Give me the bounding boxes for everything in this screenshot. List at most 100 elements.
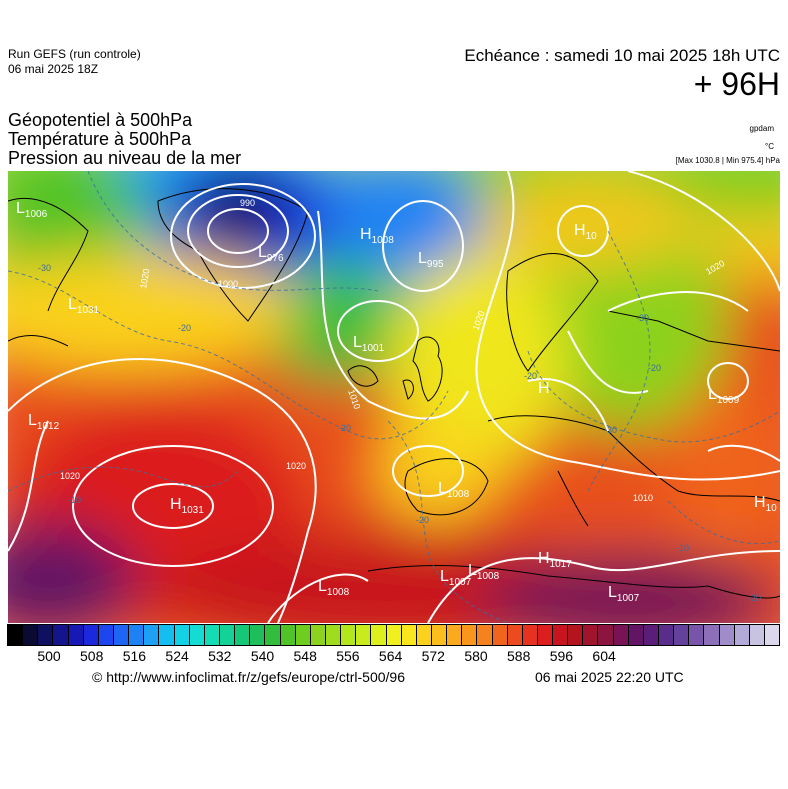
colorbar-cell (568, 625, 584, 645)
colorbar-cell (765, 625, 780, 645)
pressure-label: H (538, 380, 550, 397)
run-date: 06 mai 2025 18Z (8, 62, 99, 76)
pressure-centers: L1006 L976 H1008 L995 H10 L1031 L1001 L1… (16, 200, 777, 604)
unit-geopotential: gpdam (749, 124, 774, 133)
colorbar-cell (235, 625, 251, 645)
colorbar-cell (659, 625, 675, 645)
geopotential-field (8, 171, 780, 623)
isotherm-label: -10 (68, 495, 81, 505)
valid-time: Echéance : samedi 10 mai 2025 18h UTC (464, 46, 780, 65)
colorbar-cell (310, 625, 326, 645)
colorbar-cell (280, 625, 296, 645)
isotherm-label: -30 (38, 263, 51, 273)
map-svg: L1006 L976 H1008 L995 H10 L1031 L1001 L1… (8, 171, 780, 623)
colorbar-cell (204, 625, 220, 645)
coastlines (8, 188, 780, 599)
isotherm-label: -20 (748, 593, 761, 603)
isobar-label: 1020 (60, 471, 80, 481)
pressure-label: H1008 (360, 226, 394, 246)
colorbar-cell (83, 625, 99, 645)
colorbar-cell (522, 625, 538, 645)
isotherms (8, 171, 780, 623)
isobar-label: 990 (240, 198, 255, 208)
title-temperature: Température à 500hPa (8, 129, 192, 149)
pressure-label: L1009 (708, 386, 740, 406)
isotherm-label: -20 (416, 515, 429, 525)
colorbar-cell (704, 625, 720, 645)
isotherm-label: -30 (604, 425, 617, 435)
colorbar-cell (144, 625, 160, 645)
colorbar-cell (416, 625, 432, 645)
isobar-label: 1000 (218, 279, 238, 289)
colorbar-cell (749, 625, 766, 645)
colorbar-tick-label: 596 (549, 648, 574, 664)
pressure-range: [Max 1030.8 | Min 975.4] hPa (675, 156, 780, 165)
colorbar-tick-label: 572 (421, 648, 445, 664)
isotherm-label: -20 (648, 363, 661, 373)
colorbar-cell (341, 625, 357, 645)
pressure-label: H10 (754, 494, 777, 514)
colorbar-tick-label: 548 (293, 648, 317, 664)
colorbar-cell (325, 625, 342, 645)
colorbar-cell (719, 625, 735, 645)
colorbar-cell (38, 625, 54, 645)
colorbar-cell (583, 625, 599, 645)
colorbar-tick-label: 500 (37, 648, 61, 664)
pressure-label: L1008 (438, 480, 470, 500)
colorbar-cell (447, 625, 463, 645)
colorbar-cell (613, 625, 629, 645)
colorbar-cell (23, 625, 39, 645)
colorbar-cell (492, 625, 508, 645)
pressure-label: L995 (418, 250, 444, 270)
isobars (8, 171, 780, 623)
pressure-label: L1007 (440, 568, 472, 588)
pressure-label: L976 (258, 244, 284, 264)
colorbar-cell (643, 625, 660, 645)
isotherm-label: -20 (338, 423, 351, 433)
colorbar-cell (371, 625, 387, 645)
colorbar-cell (431, 625, 448, 645)
isotherm-label: -20 (178, 323, 191, 333)
colorbar-cell (598, 625, 614, 645)
colorbar-tick-label: 588 (507, 648, 531, 664)
colorbar-cell (734, 625, 750, 645)
colorbar-tick-label: 524 (165, 648, 189, 664)
pressure-label: H1017 (538, 550, 572, 570)
title-pressure: Pression au niveau de la mer (8, 148, 242, 168)
pressure-label: H1031 (170, 496, 204, 516)
colorbar (7, 624, 780, 646)
footer-url[interactable]: © http://www.infoclimat.fr/z/gefs/europe… (92, 669, 406, 685)
colorbar-tick-label: 604 (592, 648, 616, 664)
isobar-label: 1020 (286, 461, 306, 471)
colorbar-cell (477, 625, 493, 645)
pressure-label: L1006 (16, 200, 48, 220)
colorbar-cell (159, 625, 175, 645)
lead-time: + 96H (693, 66, 780, 102)
colorbar-cell (250, 625, 266, 645)
colorbar-tick-label: 532 (208, 648, 232, 664)
colorbar-cell (113, 625, 130, 645)
isobar-label: 1020 (138, 268, 151, 289)
colorbar-tick-label: 556 (336, 648, 360, 664)
isobar-label: 1010 (633, 493, 653, 503)
colorbar-cell (553, 625, 569, 645)
colorbar-cell (189, 625, 205, 645)
colorbar-cell (174, 625, 190, 645)
footer-generated: 06 mai 2025 22:20 UTC (535, 669, 684, 685)
weather-map[interactable]: L1006 L976 H1008 L995 H10 L1031 L1001 L1… (8, 171, 780, 623)
colorbar-cell (53, 625, 69, 645)
colorbar-cell (219, 625, 236, 645)
colorbar-cell (507, 625, 523, 645)
pressure-label: L1031 (68, 296, 100, 316)
pressure-label: L1007 (608, 584, 640, 604)
isotherm-labels: -30 -20 -20 -20 -20 -30 -20 -30 -10 -10 … (38, 263, 761, 603)
unit-temperature: °C (765, 142, 774, 151)
colorbar-cell (462, 625, 478, 645)
colorbar-cell (628, 625, 644, 645)
colorbar-tick-label: 564 (378, 648, 403, 664)
colorbar-tick-label: 580 (464, 648, 488, 664)
colorbar-cell (689, 625, 705, 645)
pressure-label: L1012 (28, 412, 60, 432)
colorbar-tick-label: 508 (80, 648, 104, 664)
colorbar-tick-label: 516 (122, 648, 147, 664)
